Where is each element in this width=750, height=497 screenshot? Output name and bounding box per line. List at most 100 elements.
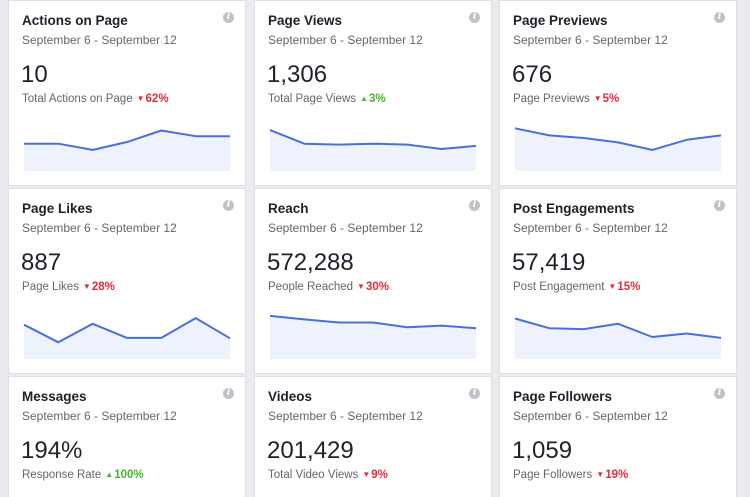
- card-value: 572,288: [267, 249, 354, 276]
- card-page-views[interactable]: Page Views September 6 - September 12 i …: [254, 0, 492, 186]
- card-subtitle: Total Video Views ▼9%: [268, 469, 388, 481]
- sparkline-line: [514, 317, 722, 339]
- card-title[interactable]: Page Likes: [22, 201, 93, 216]
- info-icon[interactable]: i: [223, 12, 234, 23]
- change-value: 100%: [114, 469, 144, 481]
- card-label: Total Actions on Page: [22, 93, 133, 105]
- card-label: Total Page Views: [268, 93, 357, 105]
- card-subtitle: Page Likes ▼28%: [22, 281, 115, 293]
- sparkline: [23, 317, 231, 359]
- card-title[interactable]: Messages: [22, 389, 87, 404]
- card-reach[interactable]: Reach September 6 - September 12 i 572,2…: [254, 188, 492, 374]
- sparkline: [514, 317, 722, 359]
- sparkline: [24, 129, 230, 171]
- triangle-down-icon: ▼: [357, 282, 365, 291]
- card-title[interactable]: Videos: [268, 389, 313, 404]
- card-date-range: September 6 - September 12: [22, 33, 177, 47]
- triangle-down-icon: ▼: [362, 470, 371, 479]
- triangle-up-icon: ▲: [360, 94, 368, 103]
- change-value: 3%: [368, 93, 386, 105]
- change-indicator: ▼19%: [596, 469, 628, 481]
- card-actions-on-page[interactable]: Actions on Page September 6 - September …: [8, 0, 246, 186]
- card-page-previews[interactable]: Page Previews September 6 - September 12…: [499, 0, 737, 186]
- change-value: 15%: [617, 281, 641, 293]
- card-value: 676: [512, 61, 553, 88]
- info-icon[interactable]: i: [714, 12, 725, 23]
- card-date-range: September 6 - September 12: [513, 221, 668, 235]
- change-indicator: ▼5%: [594, 93, 620, 105]
- change-indicator: ▼9%: [362, 469, 388, 481]
- card-value: 1,059: [512, 437, 573, 464]
- card-title[interactable]: Reach: [268, 201, 309, 216]
- sparkline-area: [515, 318, 721, 359]
- card-page-likes[interactable]: Page Likes September 6 - September 12 i …: [8, 188, 246, 374]
- change-indicator: ▼30%: [357, 281, 389, 293]
- info-icon[interactable]: i: [469, 388, 480, 399]
- sparkline-line: [514, 127, 722, 151]
- info-icon[interactable]: i: [714, 388, 725, 399]
- card-title[interactable]: Page Followers: [513, 389, 613, 404]
- card-subtitle: Post Engagement ▼15%: [513, 281, 640, 293]
- sparkline-line: [23, 317, 231, 344]
- card-date-range: September 6 - September 12: [268, 33, 423, 47]
- card-label: Page Followers: [513, 469, 593, 481]
- change-value: 62%: [145, 93, 169, 105]
- info-icon[interactable]: i: [714, 200, 725, 211]
- change-indicator: ▼62%: [137, 93, 169, 105]
- sparkline-area: [24, 130, 230, 171]
- card-label: Total Video Views: [268, 469, 359, 481]
- card-date-range: September 6 - September 12: [22, 409, 177, 423]
- change-indicator: ▲3%: [360, 93, 386, 105]
- change-indicator: ▲100%: [105, 469, 143, 481]
- card-value: 1,306: [267, 61, 328, 88]
- card-label: People Reached: [268, 281, 354, 293]
- sparkline-line: [269, 129, 477, 150]
- card-date-range: September 6 - September 12: [513, 33, 668, 47]
- sparkline-line: [24, 129, 230, 151]
- sparkline: [269, 314, 477, 359]
- sparkline: [514, 127, 722, 171]
- card-label: Response Rate: [22, 469, 102, 481]
- card-subtitle: Total Page Views ▲3%: [268, 93, 386, 105]
- triangle-down-icon: ▼: [136, 94, 145, 103]
- triangle-down-icon: ▼: [596, 470, 605, 479]
- info-icon[interactable]: i: [223, 388, 234, 399]
- sparkline-area: [515, 128, 721, 171]
- change-value: 19%: [605, 469, 629, 481]
- card-value: 887: [21, 249, 62, 276]
- card-post-engagements[interactable]: Post Engagements September 6 - September…: [499, 188, 737, 374]
- card-label: Page Previews: [513, 93, 590, 105]
- card-page-followers[interactable]: Page Followers September 6 - September 1…: [499, 376, 737, 497]
- card-messages[interactable]: Messages September 6 - September 12 i 19…: [8, 376, 246, 497]
- card-title[interactable]: Actions on Page: [22, 13, 128, 28]
- card-title[interactable]: Page Previews: [513, 13, 608, 28]
- card-subtitle: Total Actions on Page ▼62%: [22, 93, 169, 105]
- card-value: 201,429: [267, 437, 354, 464]
- triangle-down-icon: ▼: [82, 282, 91, 291]
- triangle-down-icon: ▼: [593, 94, 602, 103]
- info-icon[interactable]: i: [469, 200, 480, 211]
- triangle-down-icon: ▼: [608, 282, 617, 291]
- card-videos[interactable]: Videos September 6 - September 12 i 201,…: [254, 376, 492, 497]
- card-value: 10: [21, 61, 48, 88]
- card-title[interactable]: Page Views: [268, 13, 343, 28]
- card-subtitle: Response Rate ▲100%: [22, 469, 144, 481]
- card-date-range: September 6 - September 12: [22, 221, 177, 235]
- sparkline-area: [270, 130, 476, 171]
- info-icon[interactable]: i: [469, 12, 480, 23]
- info-icon[interactable]: i: [223, 200, 234, 211]
- card-title[interactable]: Post Engagements: [513, 201, 635, 216]
- card-date-range: September 6 - September 12: [268, 409, 423, 423]
- change-value: 28%: [91, 281, 115, 293]
- change-indicator: ▼28%: [83, 281, 115, 293]
- change-value: 9%: [371, 469, 388, 481]
- change-value: 30%: [365, 281, 389, 293]
- change-indicator: ▼15%: [608, 281, 640, 293]
- card-date-range: September 6 - September 12: [268, 221, 423, 235]
- card-subtitle: Page Followers ▼19%: [513, 469, 628, 481]
- change-value: 5%: [602, 93, 620, 105]
- card-date-range: September 6 - September 12: [513, 409, 668, 423]
- triangle-up-icon: ▲: [105, 470, 114, 479]
- card-value: 57,419: [512, 249, 586, 276]
